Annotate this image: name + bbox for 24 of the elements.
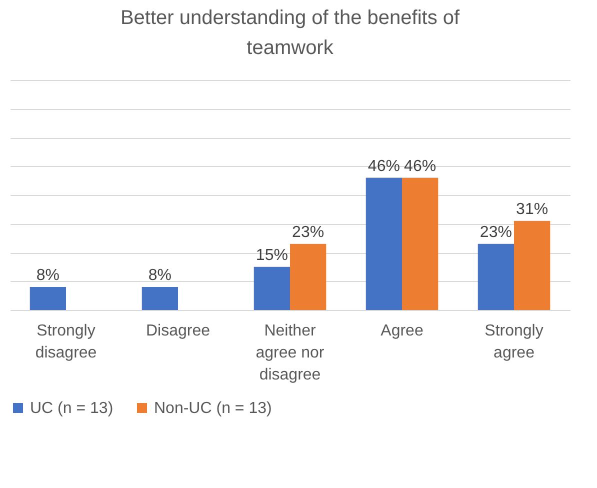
x-tick-label: Strongly agree	[484, 322, 544, 362]
bar	[30, 287, 66, 310]
data-label: 23%	[292, 224, 324, 241]
x-tick-label: Disagree	[146, 322, 210, 340]
data-label: 46%	[368, 158, 400, 175]
x-tick-label: Strongly disagree	[35, 322, 97, 362]
data-label: 8%	[148, 267, 172, 284]
data-label: 15%	[256, 246, 288, 264]
data-label: 8%	[36, 267, 60, 284]
bar	[290, 244, 326, 310]
x-tick-label: Neither agree nor disagree	[256, 322, 325, 384]
bar	[514, 220, 550, 310]
legend-label: UC (n = 13)	[30, 400, 114, 417]
data-label: 46%	[404, 158, 436, 175]
data-label: 31%	[516, 200, 548, 218]
bar	[142, 287, 178, 310]
data-label: 23%	[480, 224, 512, 241]
bar	[402, 178, 438, 310]
bar	[478, 244, 514, 310]
x-tick-label: Agree	[380, 322, 424, 340]
chart-title: Better understanding of the benefits of teamwork	[120, 7, 460, 59]
legend-label: Non-UC (n = 13)	[154, 400, 272, 417]
bar	[254, 266, 290, 310]
bar	[366, 178, 402, 310]
